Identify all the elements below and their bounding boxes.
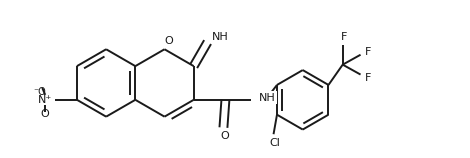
- Text: NH: NH: [259, 93, 276, 103]
- Text: O: O: [164, 36, 173, 46]
- Text: NH: NH: [212, 32, 228, 42]
- Text: O: O: [41, 109, 50, 119]
- Text: F: F: [365, 73, 372, 82]
- Text: O: O: [220, 131, 229, 142]
- Text: F: F: [365, 47, 372, 57]
- Text: N⁺: N⁺: [38, 95, 52, 105]
- Text: ⁻O: ⁻O: [33, 87, 46, 97]
- Text: F: F: [340, 32, 347, 42]
- Text: Cl: Cl: [269, 138, 280, 148]
